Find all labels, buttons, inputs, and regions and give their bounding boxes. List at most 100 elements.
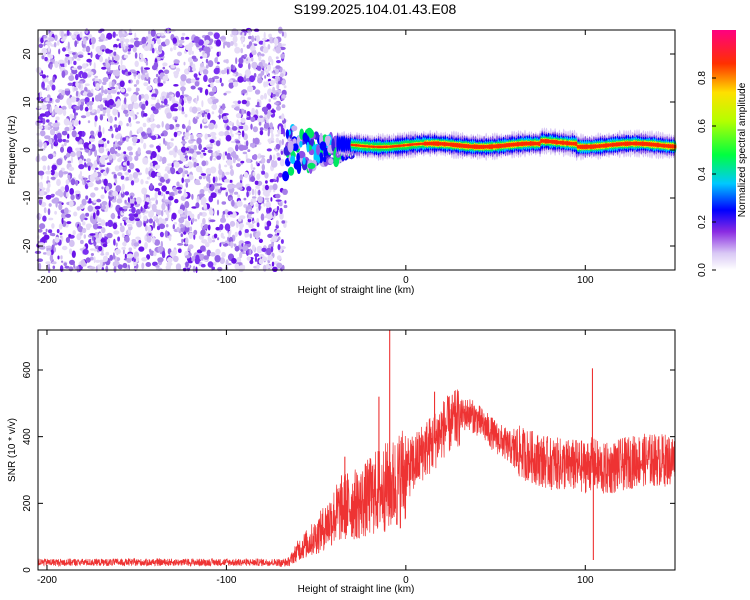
noise-blob: [52, 265, 56, 270]
noise-blob: [190, 139, 196, 142]
noise-blob: [250, 56, 254, 62]
noise-blob: [39, 213, 42, 218]
noise-blob: [106, 94, 113, 100]
noise-blob: [42, 118, 46, 125]
noise-blob: [262, 190, 269, 196]
signal-patch: [325, 136, 330, 147]
noise-blob: [242, 151, 247, 155]
noise-blob: [264, 197, 270, 201]
y-tick-label: 0: [22, 147, 33, 153]
signal-patch: [606, 143, 610, 148]
noise-blob: [93, 212, 96, 220]
noise-blob: [154, 164, 161, 170]
noise-blob: [46, 250, 52, 256]
noise-blob: [111, 171, 116, 175]
noise-blob: [82, 37, 86, 45]
noise-blob: [190, 78, 196, 83]
noise-blob: [110, 61, 115, 65]
noise-blob: [186, 95, 192, 102]
noise-blob: [156, 145, 160, 150]
signal-patch: [559, 140, 563, 145]
noise-blob: [81, 63, 87, 69]
noise-blob: [113, 238, 116, 246]
noise-blob: [120, 175, 125, 180]
signal-patch: [415, 142, 418, 146]
noise-blob: [216, 155, 222, 160]
noise-blob: [127, 103, 134, 111]
noise-blob: [141, 131, 146, 137]
noise-blob: [264, 75, 267, 79]
noise-blob: [202, 69, 209, 75]
noise-blob: [120, 58, 123, 66]
noise-blob: [275, 149, 279, 152]
noise-blob: [182, 82, 186, 86]
noise-blob: [45, 170, 52, 175]
noise-blob: [94, 115, 98, 122]
noise-blob: [67, 82, 74, 87]
noise-blob: [275, 229, 282, 233]
noise-blob: [186, 125, 192, 131]
signal-patch: [460, 143, 464, 148]
noise-blob: [87, 165, 91, 171]
noise-blob: [114, 69, 120, 77]
noise-blob: [169, 95, 172, 101]
noise-blob: [188, 119, 191, 127]
noise-blob: [274, 102, 279, 105]
noise-blob: [211, 266, 215, 270]
signal-patch: [477, 144, 481, 150]
noise-blob: [246, 97, 251, 100]
noise-blob: [107, 219, 113, 228]
noise-blob: [234, 245, 240, 252]
noise-blob: [216, 183, 223, 186]
noise-blob: [137, 73, 141, 80]
signal-patch: [445, 142, 449, 147]
noise-blob: [115, 33, 118, 37]
noise-blob: [50, 169, 55, 176]
noise-blob: [258, 153, 261, 158]
noise-blob: [122, 262, 128, 269]
noise-blob: [105, 48, 110, 54]
signal-patch: [630, 141, 634, 146]
noise-blob: [98, 39, 104, 42]
noise-blob: [71, 250, 76, 258]
noise-blob: [216, 61, 220, 65]
y-tick-label: 600: [22, 361, 33, 378]
noise-blob: [133, 242, 140, 247]
noise-blob: [181, 106, 184, 113]
noise-blob: [234, 46, 241, 54]
noise-blob: [151, 47, 155, 54]
noise-blob: [122, 241, 127, 247]
noise-blob: [281, 43, 287, 46]
noise-blob: [251, 188, 255, 196]
signal-patch: [336, 135, 340, 152]
noise-blob: [75, 90, 79, 97]
noise-blob: [158, 182, 163, 186]
noise-blob: [184, 164, 189, 167]
noise-blob: [256, 222, 260, 228]
signal-patch: [469, 144, 472, 149]
noise-blob: [47, 45, 51, 53]
signal-patch: [430, 141, 434, 146]
noise-blob: [197, 113, 202, 118]
signal-patch: [574, 141, 578, 147]
signal-patch: [441, 142, 444, 146]
signal-patch: [436, 141, 440, 147]
signal-patch: [382, 145, 386, 149]
noise-blob: [154, 78, 159, 84]
noise-blob: [192, 67, 196, 72]
noise-blob: [125, 176, 130, 181]
noise-blob: [204, 113, 207, 118]
signal-patch: [298, 150, 306, 159]
noise-blob: [156, 225, 161, 231]
signal-patch: [413, 143, 416, 146]
y-tick-label: 200: [22, 495, 33, 512]
noise-blob: [134, 40, 140, 48]
signal-patch: [486, 144, 490, 149]
noise-blob: [244, 232, 250, 238]
noise-blob: [145, 100, 149, 106]
noise-blob: [150, 155, 153, 160]
noise-blob: [238, 62, 243, 69]
noise-blob: [157, 217, 163, 225]
noise-blob: [80, 239, 84, 245]
noise-blob: [143, 215, 148, 222]
